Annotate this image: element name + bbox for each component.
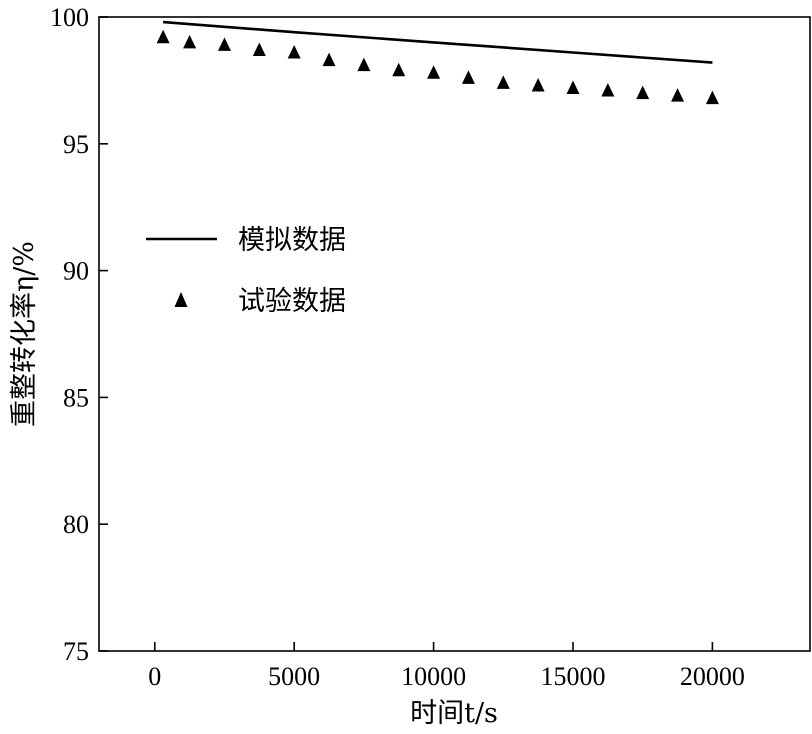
x-axis: 0 5000 10000 15000 20000	[148, 642, 745, 691]
x-tick-label: 0	[148, 662, 161, 691]
x-axis-label: 时间t/s	[410, 698, 498, 729]
plot-frame	[98, 16, 811, 652]
data-point-experiment	[671, 88, 685, 102]
data-point-experiment	[357, 57, 371, 72]
y-tick-label: 85	[63, 383, 89, 412]
data-point-experiment	[427, 65, 441, 79]
y-tick-label: 80	[63, 510, 89, 539]
y-axis-label: 重整转化率η/%	[9, 241, 40, 427]
x-tick-label: 5000	[268, 662, 320, 691]
y-tick-label: 100	[50, 3, 89, 32]
y-tick-label: 75	[63, 637, 89, 666]
series-layer	[156, 20, 719, 105]
y-tick-label: 90	[63, 257, 89, 286]
legend: 模拟数据 试验数据	[146, 225, 346, 317]
data-point-experiment	[183, 34, 197, 49]
data-point-experiment	[531, 77, 545, 92]
data-point-experiment	[287, 45, 301, 59]
x-tick-label: 20000	[680, 662, 745, 691]
data-point-experiment	[496, 75, 510, 89]
legend-label-experiment: 试验数据	[238, 286, 346, 317]
data-point-experiment	[566, 80, 580, 95]
data-point-experiment	[636, 85, 650, 100]
legend-triangle-swatch	[174, 292, 188, 307]
data-point-experiment	[217, 37, 231, 51]
data-point-experiment	[322, 52, 336, 67]
data-point-experiment	[601, 83, 615, 97]
data-point-experiment	[392, 62, 406, 77]
y-axis: 75 80 85 90 95 100	[50, 3, 108, 666]
data-point-experiment	[156, 29, 170, 44]
data-point-experiment	[461, 70, 475, 84]
x-tick-label: 15000	[541, 662, 606, 691]
legend-label-simulation: 模拟数据	[238, 225, 346, 256]
x-tick-label: 10000	[401, 662, 466, 691]
y-tick-label: 95	[63, 130, 89, 159]
data-point-experiment	[252, 42, 266, 56]
series-line-simulation	[163, 20, 713, 64]
data-point-experiment	[705, 90, 719, 105]
